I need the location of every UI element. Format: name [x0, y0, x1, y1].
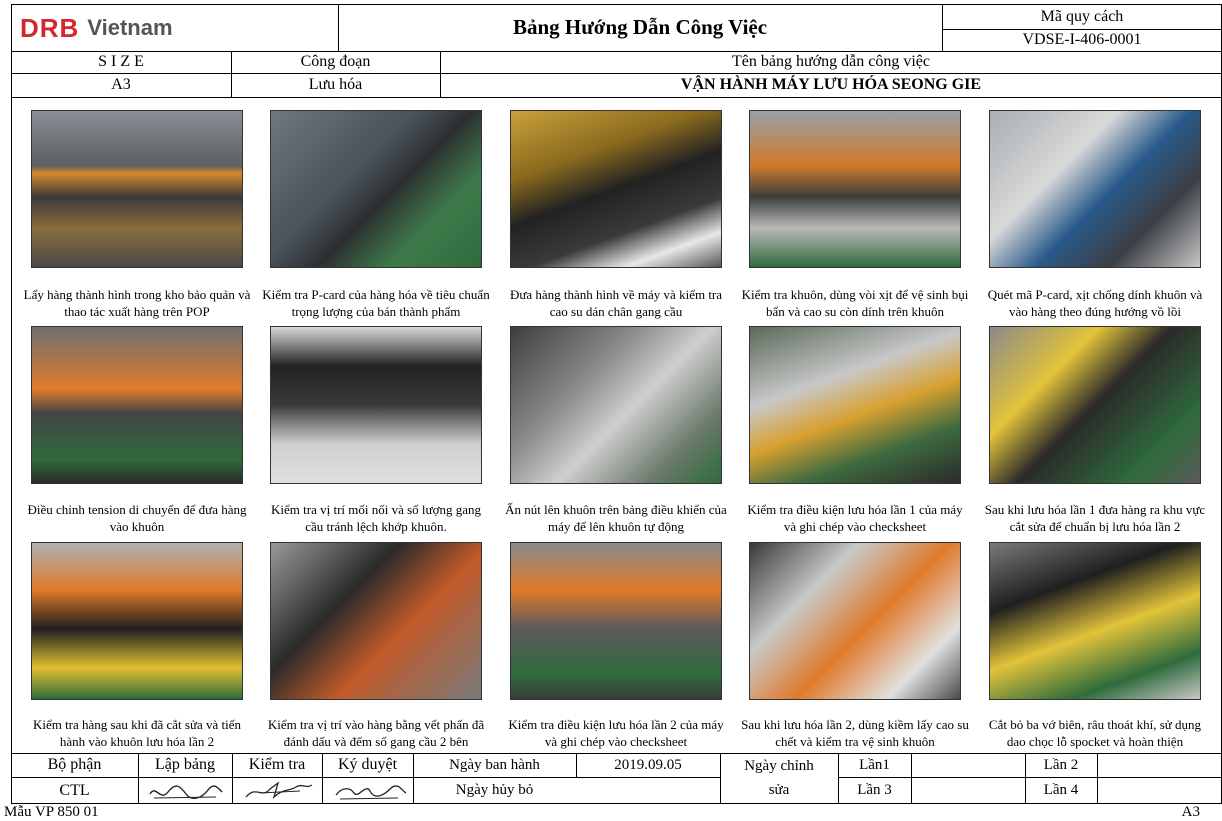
footer-divider	[838, 753, 839, 804]
guide-name-label: Tên bảng hướng dẫn công việc	[732, 53, 930, 70]
footer-divider	[1097, 753, 1098, 804]
step-10-caption: Sau khi lưu hóa lần 1 đưa hàng ra khu vự…	[984, 502, 1206, 534]
header-divider	[440, 51, 441, 97]
step-7-photo	[270, 326, 482, 484]
footer-divider	[576, 753, 577, 777]
stage-value: Lưu hóa	[308, 76, 363, 93]
company-logo: DRB Vietnam	[20, 10, 210, 46]
footer-divider	[720, 753, 721, 804]
step-4-photo	[749, 110, 961, 268]
step-2-photo	[270, 110, 482, 268]
step-11-caption: Kiểm tra hàng sau khi đã cắt sửa và tiến…	[32, 717, 242, 749]
header-divider	[942, 4, 943, 51]
logo-word: Vietnam	[87, 15, 173, 40]
footer-divider	[1025, 753, 1026, 804]
checked-by-label: Kiểm tra	[248, 756, 306, 773]
footer-divider	[11, 777, 413, 778]
form-code: Mẫu VP 850 01	[4, 804, 99, 820]
issue-date-value: 2019.09.05	[614, 756, 682, 773]
step-4-caption: Kiểm tra khuôn, dùng vòi xịt để vệ sinh …	[741, 287, 969, 319]
header-divider	[338, 4, 339, 51]
logo-mark: DRB	[20, 12, 80, 43]
header-divider	[11, 73, 1222, 74]
footer-divider	[838, 777, 1222, 778]
approved-by-signature	[335, 785, 407, 800]
spec-code-value: VDSE-I-406-0001	[1022, 31, 1142, 48]
revision-date-label: Ngày chỉnh	[744, 758, 814, 774]
step-1-caption: Lấy hàng thành hình trong kho bảo quản v…	[23, 287, 251, 319]
step-3-photo	[510, 110, 722, 268]
revision-2-label: Lần 2	[1043, 756, 1079, 773]
footer-divider	[322, 753, 323, 804]
step-1-photo	[31, 110, 243, 268]
department-label: Bộ phận	[47, 756, 102, 773]
step-6-caption: Điều chỉnh tension di chuyển để đưa hàng…	[27, 502, 247, 534]
step-9-photo	[749, 326, 961, 484]
step-8-photo	[510, 326, 722, 484]
step-5-caption: Quét mã P-card, xịt chống dính khuôn và …	[987, 287, 1203, 319]
footer-divider	[413, 777, 720, 778]
spec-code-label: Mã quy cách	[1040, 7, 1124, 25]
header-divider	[11, 97, 1222, 98]
step-6-photo	[31, 326, 243, 484]
page-size: A3	[1181, 804, 1200, 820]
step-14-photo	[749, 542, 961, 700]
step-3-caption: Đưa hàng thành hình về máy và kiểm tra c…	[509, 287, 723, 319]
step-14-caption: Sau khi lưu hóa lần 2, dùng kiềm lấy cao…	[741, 717, 969, 749]
step-15-caption: Cắt bỏ ba vớ biên, râu thoát khí, sử dụn…	[988, 717, 1202, 749]
cancel-date-label: Ngày hủy bỏ	[455, 782, 534, 798]
footer-divider	[138, 753, 139, 804]
size-value: A3	[111, 76, 131, 93]
document-title: Bảng Hướng Dẫn Công Việc	[512, 15, 768, 39]
prepared-by-signature	[149, 785, 223, 800]
step-13-caption: Kiểm tra điều kiện lưu hóa lần 2 của máy…	[508, 717, 724, 749]
header-divider	[231, 51, 232, 97]
revision-3-label: Lần 3	[857, 782, 892, 798]
checked-by-signature	[245, 781, 313, 800]
footer-divider	[413, 753, 414, 804]
step-5-photo	[989, 110, 1201, 268]
footer-divider	[11, 753, 1222, 754]
step-11-photo	[31, 542, 243, 700]
step-15-photo	[989, 542, 1201, 700]
step-9-caption: Kiểm tra điều kiện lưu hóa lần 1 của máy…	[747, 502, 963, 534]
footer-divider	[911, 753, 912, 804]
revision-1-label: Lần1	[859, 756, 890, 773]
step-13-photo	[510, 542, 722, 700]
size-label: S I Z E	[98, 53, 144, 70]
footer-divider	[232, 753, 233, 804]
prepared-by-label: Lập bảng	[155, 756, 215, 773]
revision-date-label-2: sửa	[768, 781, 790, 798]
step-12-caption: Kiểm tra vị trí vào hàng bằng vết phấn đ…	[267, 717, 485, 749]
step-10-photo	[989, 326, 1201, 484]
approved-by-label: Ký duyệt	[337, 756, 398, 773]
step-8-caption: Ấn nút lên khuôn trên bảng điều khiển củ…	[505, 502, 727, 534]
revision-4-label: Lần 4	[1043, 782, 1079, 798]
header-divider	[942, 29, 1222, 30]
issue-date-label: Ngày ban hành	[449, 756, 540, 773]
step-7-caption: Kiểm tra vị trí mối nối và số lượng gang…	[271, 502, 481, 534]
stage-label: Công đoạn	[300, 53, 371, 70]
step-2-caption: Kiểm tra P-card của hàng hóa về tiêu chu…	[262, 287, 490, 319]
step-12-photo	[270, 542, 482, 700]
department-value: CTL	[59, 781, 90, 799]
header-divider	[11, 51, 1222, 52]
guide-name-value: VẬN HÀNH MÁY LƯU HÓA SEONG GIE	[680, 76, 982, 93]
